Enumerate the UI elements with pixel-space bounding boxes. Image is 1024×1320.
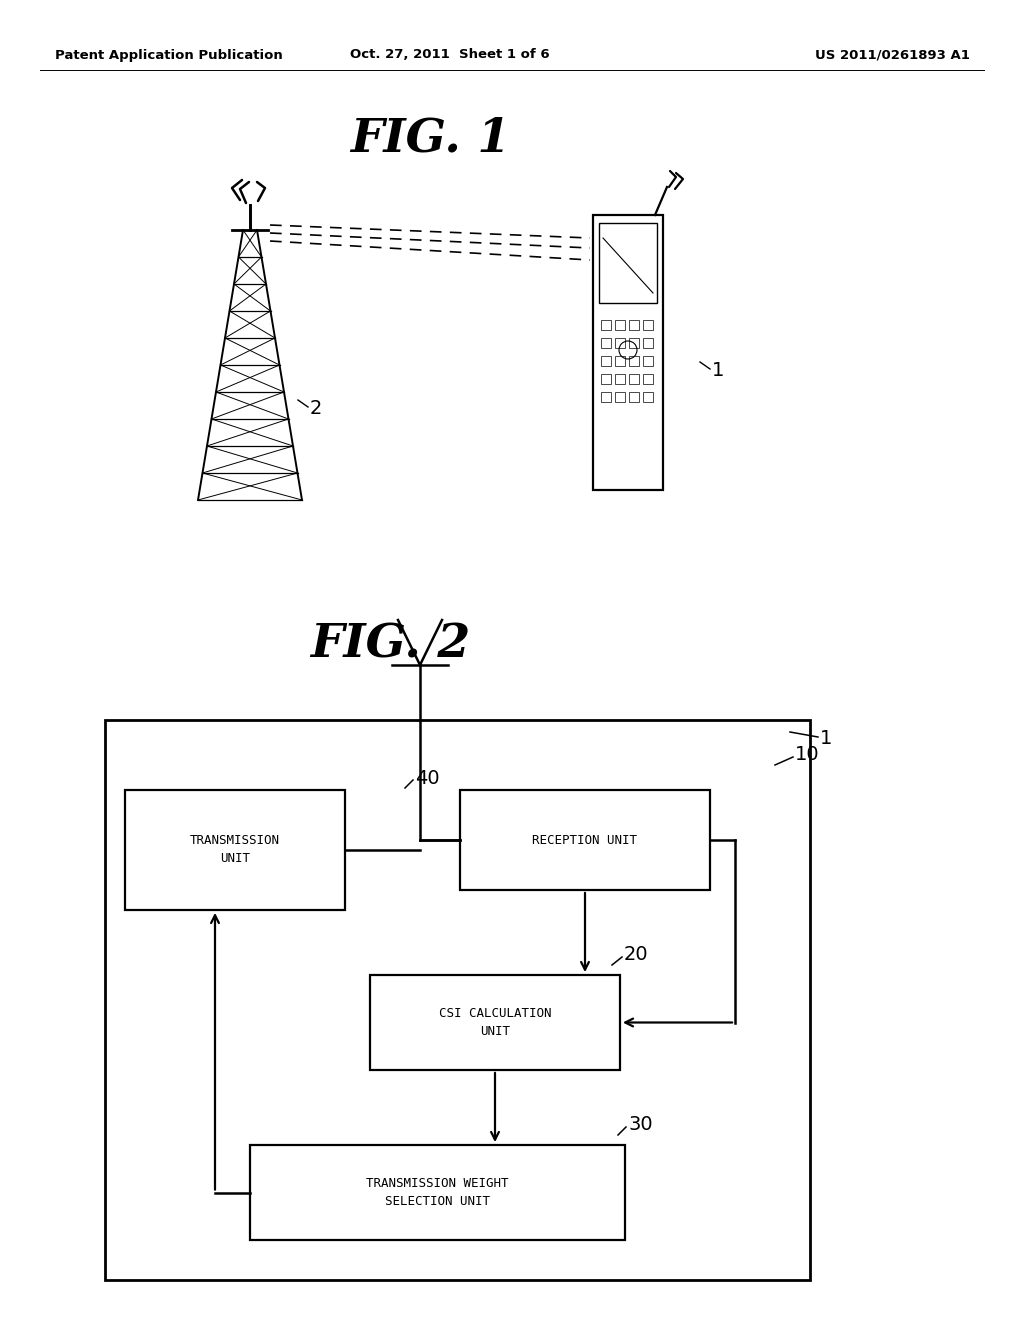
- Bar: [643, 374, 653, 384]
- Bar: [643, 392, 653, 403]
- Bar: [629, 319, 639, 330]
- Text: 30: 30: [628, 1115, 652, 1134]
- Text: FIG. 1: FIG. 1: [350, 115, 510, 161]
- Text: 1: 1: [820, 729, 833, 747]
- Bar: [643, 338, 653, 348]
- Bar: [601, 338, 611, 348]
- Bar: [601, 392, 611, 403]
- Bar: [615, 338, 625, 348]
- Text: 20: 20: [624, 945, 648, 965]
- Bar: [629, 392, 639, 403]
- Bar: [629, 374, 639, 384]
- Text: CSI CALCULATION
UNIT: CSI CALCULATION UNIT: [438, 1007, 551, 1038]
- Bar: [615, 319, 625, 330]
- Bar: [599, 223, 657, 304]
- Text: Oct. 27, 2011  Sheet 1 of 6: Oct. 27, 2011 Sheet 1 of 6: [350, 49, 550, 62]
- Bar: [615, 392, 625, 403]
- Bar: [460, 789, 710, 890]
- Text: 2: 2: [310, 399, 323, 417]
- Bar: [370, 975, 620, 1071]
- Text: 1: 1: [712, 360, 724, 380]
- Text: 10: 10: [795, 746, 819, 764]
- Bar: [643, 319, 653, 330]
- Text: TRANSMISSION
UNIT: TRANSMISSION UNIT: [190, 834, 280, 866]
- Bar: [105, 719, 810, 1280]
- Bar: [125, 789, 345, 909]
- Bar: [615, 356, 625, 366]
- Bar: [629, 338, 639, 348]
- Bar: [601, 374, 611, 384]
- Text: US 2011/0261893 A1: US 2011/0261893 A1: [815, 49, 970, 62]
- Bar: [629, 356, 639, 366]
- Text: TRANSMISSION WEIGHT
SELECTION UNIT: TRANSMISSION WEIGHT SELECTION UNIT: [367, 1177, 509, 1208]
- Bar: [643, 356, 653, 366]
- Bar: [601, 356, 611, 366]
- Bar: [601, 319, 611, 330]
- Text: FIG. 2: FIG. 2: [310, 622, 470, 668]
- Text: RECEPTION UNIT: RECEPTION UNIT: [532, 833, 638, 846]
- Bar: [593, 215, 663, 490]
- Bar: [250, 1144, 625, 1239]
- Text: Patent Application Publication: Patent Application Publication: [55, 49, 283, 62]
- Text: 40: 40: [415, 768, 439, 788]
- Bar: [615, 374, 625, 384]
